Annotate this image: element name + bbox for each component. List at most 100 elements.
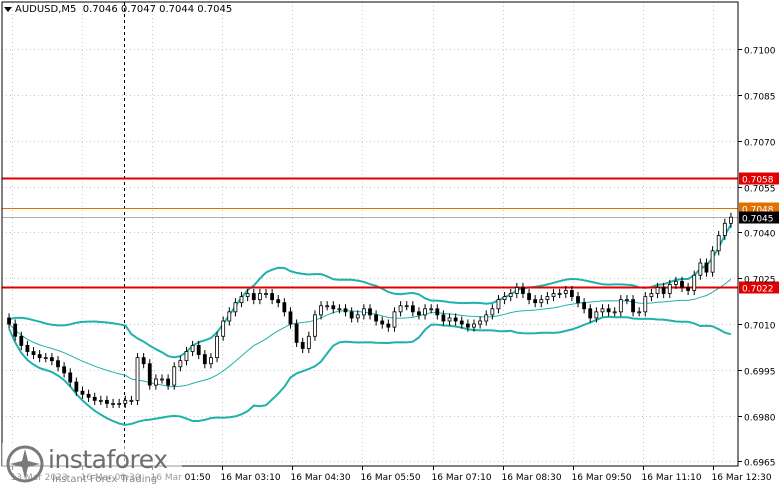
y-tick-label: 0.7070: [744, 139, 776, 149]
level-badge-label: 0.7048: [742, 206, 774, 216]
candle-body: [166, 378, 171, 386]
candle-body: [588, 308, 593, 319]
candle-body: [184, 351, 189, 362]
candle-body: [576, 296, 580, 304]
candle-body: [539, 299, 544, 304]
candle-body: [514, 287, 519, 294]
candle-body: [288, 311, 293, 325]
candle-body: [649, 293, 654, 297]
candle-body: [447, 317, 452, 322]
candle-body: [245, 293, 250, 297]
y-tick-label: 0.7025: [744, 276, 776, 286]
axes: 0.71000.70850.70700.70550.70400.70250.70…: [1, 1, 776, 483]
candle-body: [563, 290, 568, 294]
level-badge-support: [739, 281, 779, 294]
candle-body: [306, 335, 311, 349]
x-tick-label: 16 Mar 04:30: [291, 473, 351, 483]
candle-body: [190, 345, 195, 352]
x-tick-label: 16 Mar 03:10: [221, 473, 281, 483]
plot-frame: [1, 1, 739, 467]
y-tick-label: 0.6965: [744, 459, 776, 469]
candle-body: [123, 399, 128, 404]
y-tick-label: 0.7040: [744, 230, 776, 240]
candle-body: [673, 280, 678, 285]
candle-body: [251, 293, 256, 301]
candle-body: [533, 299, 538, 304]
candle-body: [294, 323, 299, 343]
candle-body: [398, 305, 403, 313]
candle-body: [386, 323, 391, 328]
candle-body: [239, 296, 244, 304]
candle-body: [160, 378, 164, 381]
candle-body: [692, 274, 697, 291]
y-tick-label: 0.7100: [744, 47, 776, 57]
candle-body: [117, 403, 122, 405]
candle-body: [313, 314, 317, 337]
candle-body: [582, 302, 587, 310]
candle-body: [349, 311, 354, 319]
x-tick-label: 16 Mar 07:10: [432, 473, 492, 483]
x-tick-label: 16 Mar 05:50: [361, 473, 421, 483]
candle-body: [172, 366, 177, 386]
candle-body: [129, 399, 134, 402]
candle-body: [527, 293, 531, 301]
candle-body: [331, 305, 336, 310]
candle-body: [135, 357, 140, 401]
candle-body: [361, 308, 366, 316]
candle-body: [404, 305, 409, 308]
candle-body: [68, 372, 73, 383]
candle-body: [98, 399, 103, 402]
ohlc-readout: 0.7046 0.7047 0.7044 0.7045: [82, 4, 233, 15]
x-tick-label: 16 Mar 08:30: [502, 473, 562, 483]
brand-tagline: Instant Forex Trading: [52, 474, 158, 485]
instaforex-logo-icon: [6, 445, 44, 483]
candle-body: [233, 302, 238, 313]
candle-body: [545, 296, 550, 301]
candle-body: [319, 305, 323, 316]
candle-body: [698, 262, 703, 276]
candle-body: [7, 317, 11, 325]
candle-body: [221, 320, 226, 337]
level-badge-label: 0.7045: [742, 215, 774, 225]
candle-body: [374, 314, 379, 322]
candle-body: [429, 308, 434, 311]
candle-body: [729, 216, 733, 224]
candle-body: [80, 390, 85, 395]
candle-body: [337, 308, 342, 311]
candle-body: [56, 360, 60, 368]
candle-body: [153, 378, 158, 386]
level-badge-label: 0.7022: [742, 285, 774, 295]
y-tick-label: 0.7085: [744, 93, 776, 103]
candle-body: [343, 308, 348, 313]
y-tick-label: 0.7010: [744, 322, 776, 332]
candle-body: [392, 311, 397, 328]
candle-body: [111, 403, 115, 405]
candle-body: [62, 366, 67, 374]
candle-body: [13, 323, 18, 337]
candle-body: [441, 314, 446, 322]
candle-body: [686, 287, 691, 291]
candle-body: [270, 293, 275, 301]
candle-body: [643, 296, 648, 313]
candle-body: [300, 341, 305, 349]
candle-body: [86, 393, 91, 398]
candle-body: [490, 308, 495, 316]
bollinger-upper: [8, 224, 732, 359]
candle-body: [215, 335, 219, 359]
candle-body: [92, 396, 97, 401]
candle-body: [435, 308, 440, 316]
candle-body: [453, 317, 458, 322]
candle-body: [257, 293, 262, 301]
candle-body: [227, 311, 232, 322]
candle-body: [557, 293, 562, 295]
candle-body: [625, 299, 629, 302]
y-tick-label: 0.6980: [744, 414, 776, 424]
candle-body: [680, 280, 684, 288]
dropdown-triangle-icon[interactable]: [4, 6, 12, 12]
grid: [2, 2, 738, 466]
candle-body: [722, 222, 727, 236]
candle-body: [594, 311, 599, 319]
